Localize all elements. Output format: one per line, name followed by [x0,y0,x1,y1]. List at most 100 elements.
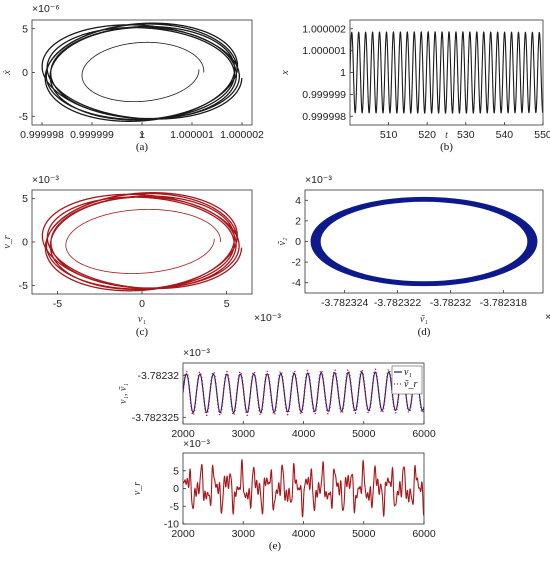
series-line-0 [350,31,543,114]
plot-area [183,368,424,417]
x-tick-label: 0.999999 [70,129,114,141]
x-axis-label: v₁ [138,314,146,325]
x-tick-label: 550 [534,129,550,141]
y-tick-label: 0 [22,67,28,79]
legend-entry: v₁ [404,367,412,378]
x-tick-label: 4000 [292,428,316,440]
panel-1: 510 520 530 540 550 0.999998 0.999999 1 1.000001… [280,19,550,153]
y-axis-label: ṽ₂ [277,237,288,245]
band-curve [316,199,532,284]
x-tick-label: 2000 [171,528,195,540]
y-tick-label: 4 [295,195,301,207]
band-curve [314,198,534,285]
x-tick-label: 520 [418,129,436,141]
y-exponent: ×10⁻³ [305,174,332,186]
y-tick-label: 0.999999 [302,89,346,101]
x-tick-label: 0 [139,298,145,310]
y-tick-label: -10 [164,519,179,531]
y-tick-label: 1 [340,67,346,79]
y-exponent: ×10⁻⁶ [32,3,60,15]
band-curve [313,198,535,285]
panel-caption: (b) [440,141,453,153]
axes-box [304,189,544,294]
y-exponent: ×10⁻³ [183,347,210,359]
x-tick-label: 5 [224,298,230,310]
y-tick-label: -5 [19,280,28,292]
x-axis-label: ṽ₁ [420,314,428,325]
x-tick-label: 510 [380,129,398,141]
band-curve [312,197,536,286]
band-curve [310,196,538,287]
band-curve [311,197,537,286]
y-axis-label: v_r [2,235,13,248]
y-tick-label: -4 [292,277,301,289]
plot-area [310,196,538,287]
x-tick-label: -3.78232 [430,297,472,309]
series-line-0 [183,458,424,518]
y-tick-label: 5 [22,23,28,35]
legend-box [391,365,423,395]
y-tick-label: 5 [173,465,179,477]
panel-0: 0.999998 0.999999 1 1.000001 1.000002 -5 0 5 ×10… [2,3,264,153]
orbit-curve-1 [65,208,221,274]
x-exponent: ×10⁻³ [545,311,550,323]
x-tick-label: 1.000002 [220,129,264,141]
panel-caption: (e) [269,540,282,552]
plot-area [350,31,543,114]
x-tick-label: 5000 [352,528,376,540]
plot-area [41,192,243,292]
y-tick-label: -5 [19,111,28,123]
x-tick-label: 1 [139,129,145,141]
x-tick-label: -5 [53,298,62,310]
series-line-1 [183,368,424,417]
x-axis-label: x [139,130,145,141]
y-axis-label: ẋ [2,70,13,76]
y-tick-label: 1.000002 [302,23,346,35]
x-tick-label: 530 [457,129,475,141]
axes-box [31,19,253,126]
y-tick-label: 0 [173,483,179,495]
x-tick-label: 0.999998 [20,129,64,141]
x-tick-label: 3000 [232,428,256,440]
y-tick-label: 1.000001 [302,45,346,57]
plot-area [183,458,424,518]
x-tick-label: 4000 [292,528,316,540]
x-tick-label: -3.782322 [374,297,421,309]
orbit-curve-0 [41,22,243,122]
panel-4: 2000 3000 4000 5000 6000 -3.782325 -3.78232×10… [118,347,436,440]
y-exponent: ×10⁻³ [183,438,210,450]
panel-5: 2000 3000 4000 5000 6000 -10 -5 0 5 ×10⁻³ v_r (e) [132,438,436,552]
band-curve [315,198,533,285]
y-tick-label: -3.782325 [132,412,179,424]
y-exponent: ×10⁻³ [32,174,59,186]
x-tick-label: 1.000001 [170,129,214,141]
panel-caption: (d) [418,326,431,338]
orbit-curve-1 [81,41,205,103]
x-tick-label: 2000 [171,428,195,440]
y-tick-label: -2 [292,257,301,269]
orbit-curve-0 [41,192,243,292]
x-tick-label: -3.782324 [321,297,368,309]
x-tick-label: 6000 [412,528,436,540]
x-axis-label: t [445,130,448,141]
x-tick-label: 6000 [412,428,436,440]
panel-2: -5 0 5 -5 0 5 ×10⁻³ ×10⁻³ v₁ v_r (c) [2,174,281,338]
y-axis-label: v₁, ṽ₁ [118,383,129,404]
series-line-0 [183,371,424,414]
plot-area [41,22,243,122]
y-axis-label: x [280,70,291,76]
y-tick-label: 0.999998 [302,111,346,123]
y-tick-label: -5 [170,501,179,513]
x-tick-label: -3.782318 [480,297,527,309]
panel-caption: (c) [136,326,149,338]
band-curve [317,199,531,284]
y-tick-label: 0 [295,236,301,248]
panel-caption: (a) [136,141,149,153]
y-tick-label: 0 [22,237,28,249]
panel-3: -3.782324 -3.782322 -3.78232 -3.782318 -4 -2 0… [277,174,550,338]
y-axis-label: v_r [132,482,143,495]
axes-box [31,189,253,295]
y-tick-label: -3.78232 [138,370,180,382]
y-tick-label: 5 [22,193,28,205]
